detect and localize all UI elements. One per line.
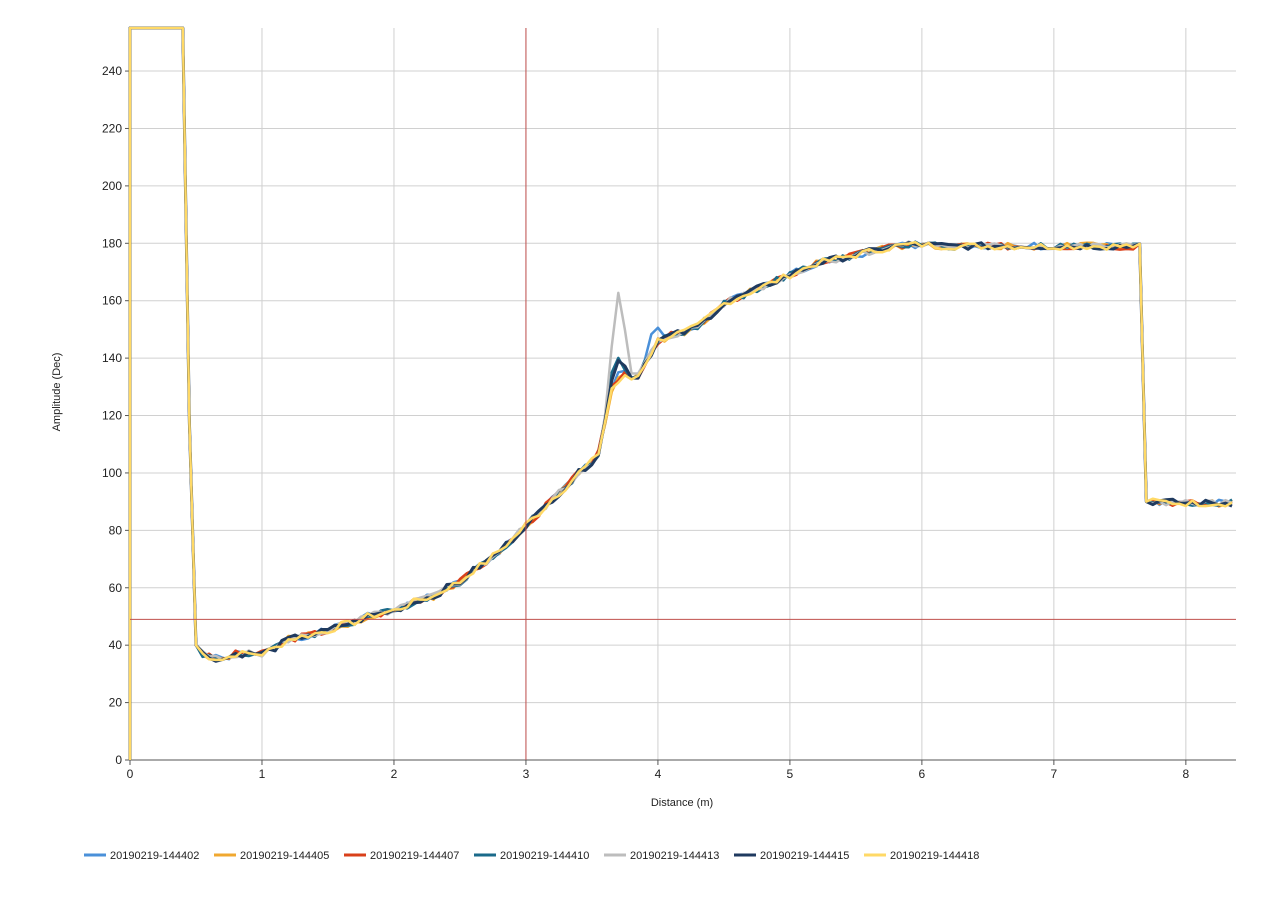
x-tick-label: 8 bbox=[1183, 767, 1190, 781]
y-tick-label: 40 bbox=[109, 638, 123, 652]
legend-label: 20190219-144405 bbox=[240, 850, 329, 862]
legend-label: 20190219-144418 bbox=[890, 850, 979, 862]
series-line-20190219-144407 bbox=[128, 26, 1233, 760]
y-tick-label: 220 bbox=[102, 121, 122, 135]
cursor-crosshair[interactable] bbox=[130, 28, 1236, 760]
axes: 0 1 2 3 4 5 6 7 80204060801001201401601802002202… bbox=[102, 28, 1236, 781]
y-tick-label: 0 bbox=[115, 753, 122, 767]
series-line-20190219-144413 bbox=[128, 26, 1233, 760]
y-tick-label: 160 bbox=[102, 294, 122, 308]
series-lines bbox=[128, 26, 1233, 760]
y-tick-label: 200 bbox=[102, 179, 122, 193]
y-tick-label: 60 bbox=[109, 581, 123, 595]
series-line-20190219-144410 bbox=[128, 26, 1233, 760]
legend-label: 20190219-144415 bbox=[760, 850, 849, 862]
series-line-20190219-144415 bbox=[128, 26, 1233, 760]
x-tick-label: 6 bbox=[919, 767, 926, 781]
x-tick-label: 1 bbox=[259, 767, 266, 781]
x-tick-label: 0 bbox=[127, 767, 134, 781]
y-tick-label: 80 bbox=[109, 523, 123, 537]
x-tick-label: 4 bbox=[655, 767, 662, 781]
y-tick-label: 100 bbox=[102, 466, 122, 480]
legend-label: 20190219-144407 bbox=[370, 850, 459, 862]
x-tick-label: 7 bbox=[1051, 767, 1058, 781]
legend-label: 20190219-144410 bbox=[500, 850, 589, 862]
x-tick-label: 2 bbox=[391, 767, 398, 781]
x-axis-label: Distance (m) bbox=[651, 797, 713, 809]
legend-label: 20190219-144402 bbox=[110, 850, 199, 862]
series-line-20190219-144418 bbox=[128, 26, 1233, 760]
x-tick-label: 5 bbox=[787, 767, 794, 781]
y-tick-label: 120 bbox=[102, 409, 122, 423]
legend: 20190219-144402 20190219-144405 20190219-1… bbox=[84, 850, 979, 862]
y-tick-label: 140 bbox=[102, 351, 122, 365]
y-tick-label: 240 bbox=[102, 64, 122, 78]
y-tick-label: 180 bbox=[102, 236, 122, 250]
grid bbox=[130, 28, 1236, 760]
legend-label: 20190219-144413 bbox=[630, 850, 719, 862]
x-tick-label: 3 bbox=[523, 767, 530, 781]
series-line-20190219-144405 bbox=[128, 26, 1233, 760]
y-axis-label: Amplitude (Dec) bbox=[51, 353, 63, 432]
series-line-20190219-144402 bbox=[128, 26, 1233, 760]
y-tick-label: 20 bbox=[109, 696, 123, 710]
